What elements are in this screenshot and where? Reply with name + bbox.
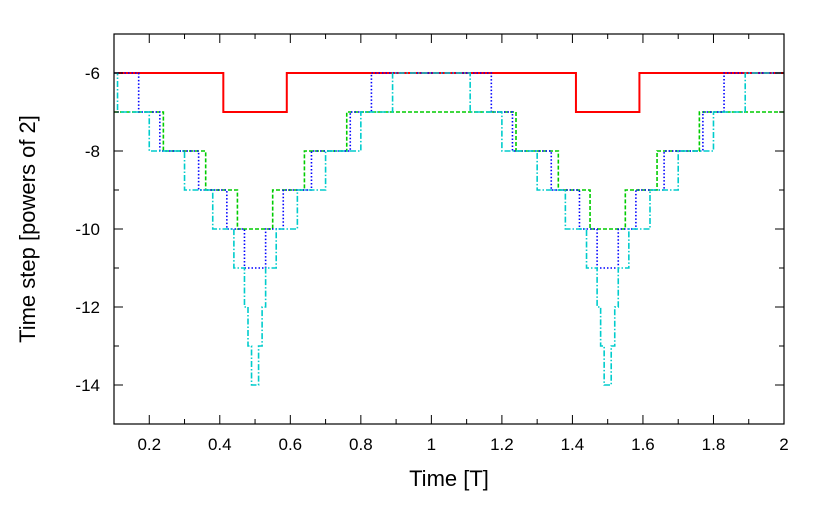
x-axis-label: Time [T] xyxy=(409,466,489,491)
ticks-layer: 0.2 0.4 0.6 0.8 1 1.2 1.4 1.6 1.8 2 -14 -12 -10 -8 -6 xyxy=(75,33,789,454)
x-tick-label: 2 xyxy=(779,435,788,454)
x-tick-label: 0.2 xyxy=(137,435,161,454)
x-tick-label: 1.2 xyxy=(490,435,514,454)
series-line-1 xyxy=(114,72,784,113)
x-tick-label: 1.4 xyxy=(561,435,585,454)
x-tick-label: 1 xyxy=(427,435,436,454)
y-tick-label: -12 xyxy=(75,298,100,317)
y-tick-label: -6 xyxy=(85,64,100,83)
x-tick-label: 0.4 xyxy=(208,435,232,454)
y-tick-label: -8 xyxy=(85,142,100,161)
y-axis-label: Time step [powers of 2] xyxy=(15,115,40,343)
x-tick-label: 1.6 xyxy=(631,435,655,454)
y-tick-label: -14 xyxy=(75,376,100,395)
series-line-3 xyxy=(114,72,784,269)
y-tick-label: -10 xyxy=(75,220,100,239)
x-tick-label: 0.8 xyxy=(349,435,373,454)
series-line-4 xyxy=(114,72,784,386)
series-line-2 xyxy=(114,111,784,230)
x-tick-label: 1.8 xyxy=(702,435,726,454)
series-layer xyxy=(114,72,784,386)
x-tick-label: 0.6 xyxy=(278,435,302,454)
